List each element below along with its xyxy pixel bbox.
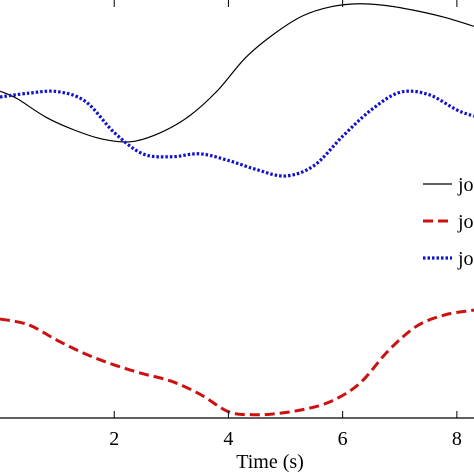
x-tick-label: 4 xyxy=(223,428,233,450)
x-tick-label: 8 xyxy=(452,428,462,450)
x-tick-label: 6 xyxy=(338,428,348,450)
x-tick-label: 2 xyxy=(109,428,119,450)
legend: jo jo jo xyxy=(423,174,474,270)
series-layer xyxy=(0,3,474,417)
axes-layer: 2 4 6 8 xyxy=(0,0,474,450)
series-line-3 xyxy=(0,89,474,178)
legend-label-3: jo xyxy=(457,248,474,270)
series-line-1 xyxy=(0,3,474,143)
x-axis-label: Time (s) xyxy=(236,451,304,473)
legend-label-1: jo xyxy=(457,174,474,196)
series-line-2 xyxy=(0,308,474,417)
legend-label-2: jo xyxy=(457,211,474,233)
